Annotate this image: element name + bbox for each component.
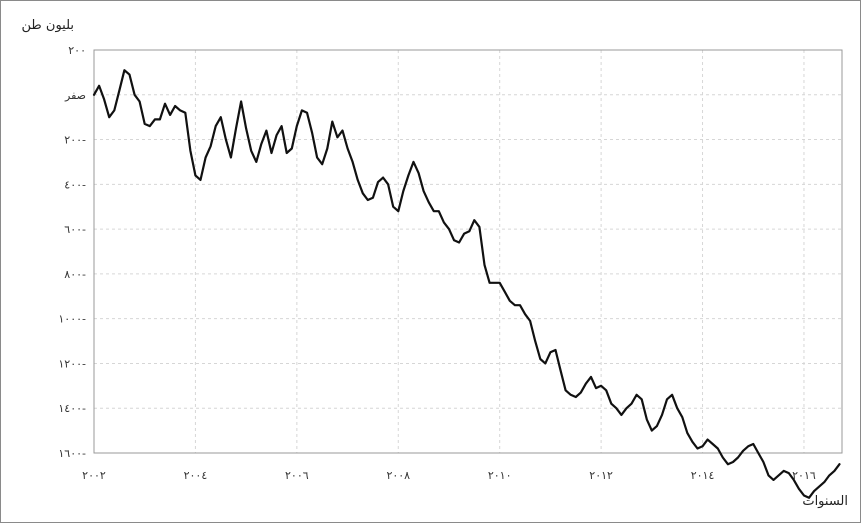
y-tick-label: ١٦٠٠- — [58, 447, 86, 460]
x-axis-title: السنوات — [802, 494, 848, 509]
y-tick-label: ٤٠٠- — [64, 178, 86, 191]
y-tick-label: ٢٠٠ — [68, 44, 86, 57]
x-tick-label: ٢٠١٠ — [488, 469, 512, 482]
plot-area-border — [93, 49, 843, 454]
y-tick-label: صفر — [64, 89, 86, 102]
grid-lines — [93, 49, 842, 454]
y-axis-ticks: ٢٠٠ صفر ٢٠٠- ٤٠٠- ٦٠٠- ٨٠٠- ١٠٠٠- ١٢٠٠- ١٤٠٠- ١٦٠… — [58, 44, 86, 460]
x-tick-label: ٢٠٠٤ — [184, 469, 208, 482]
series-line — [92, 69, 841, 499]
x-tick-label: ٢٠١٤ — [691, 469, 715, 482]
y-axis-title: بليون طن — [22, 18, 74, 33]
y-tick-label: ٨٠٠- — [64, 268, 86, 281]
x-axis-ticks: ٢٠٠٢ ٢٠٠٤ ٢٠٠٦ ٢٠٠٨ ٢٠١٠ ٢٠١٢ ٢٠١٤ ٢٠١٦ — [82, 469, 816, 482]
y-tick-label: ١٢٠٠- — [58, 357, 86, 370]
x-tick-label: ٢٠٠٦ — [285, 469, 309, 482]
y-tick-label: ١٠٠٠- — [58, 313, 86, 326]
y-tick-label: ١٤٠٠- — [58, 402, 86, 415]
x-tick-label: ٢٠١٢ — [589, 469, 613, 482]
x-tick-label: ٢٠١٦ — [792, 469, 816, 482]
x-tick-label: ٢٠٠٨ — [386, 469, 410, 482]
y-tick-label: ٦٠٠- — [64, 223, 86, 236]
x-tick-label: ٢٠٠٢ — [82, 469, 106, 482]
y-tick-label: ٢٠٠- — [64, 134, 86, 147]
